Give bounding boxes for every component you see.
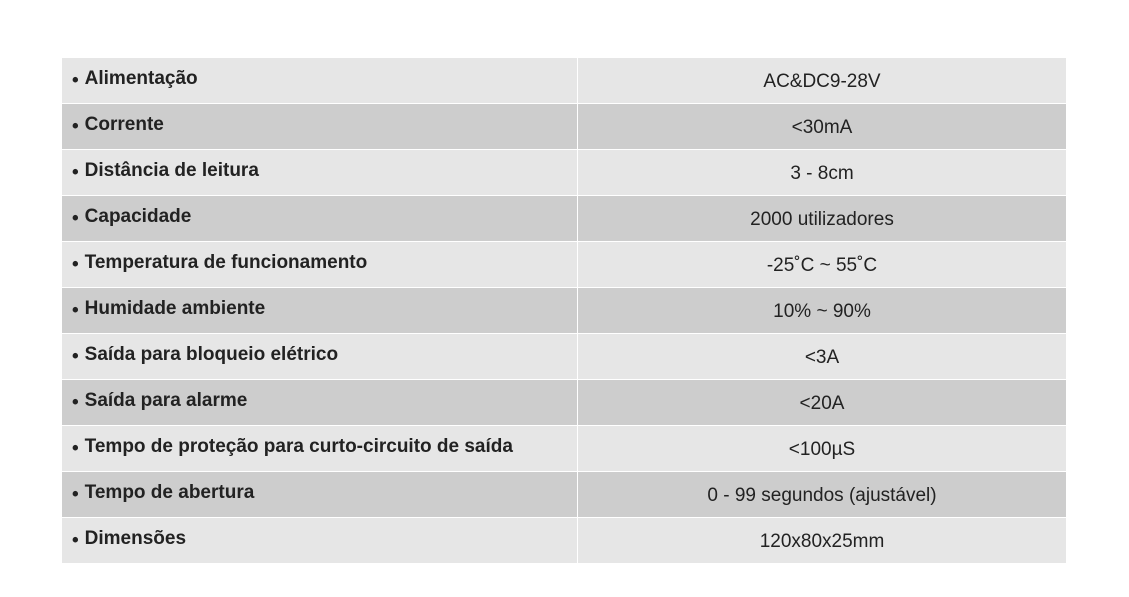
spec-label-cell: • Distância de leitura: [61, 149, 578, 196]
spec-label: Dimensões: [84, 528, 187, 549]
spec-label: Saída para alarme: [84, 390, 248, 411]
spec-row-alarm-output: • Saída para alarme <20A: [61, 379, 1067, 426]
spec-value: 0 - 99 segundos (ajustável): [577, 471, 1067, 518]
spec-value: 10% ~ 90%: [577, 287, 1067, 334]
specifications-table: • Alimentação AC&DC9-28V • Corrente <30mA …: [61, 57, 1067, 564]
spec-row-power: • Alimentação AC&DC9-28V: [61, 57, 1067, 104]
spec-value: 3 - 8cm: [577, 149, 1067, 196]
bullet-icon: •: [72, 346, 79, 367]
specifications-table-body: • Alimentação AC&DC9-28V • Corrente <30mA …: [61, 57, 1067, 564]
spec-row-opening-time: • Tempo de abertura 0 - 99 segundos (ajus…: [61, 471, 1067, 518]
spec-row-reading-distance: • Distância de leitura 3 - 8cm: [61, 149, 1067, 196]
bullet-icon: •: [72, 254, 79, 275]
spec-row-short-circuit-protection: • Tempo de proteção para curto-circuito d…: [61, 425, 1067, 472]
spec-label: Corrente: [84, 114, 164, 135]
spec-label: Temperatura de funcionamento: [84, 252, 368, 273]
spec-row-current: • Corrente <30mA: [61, 103, 1067, 150]
spec-label-cell: • Alimentação: [61, 57, 578, 104]
spec-label: Tempo de abertura: [84, 482, 255, 503]
bullet-icon: •: [72, 116, 79, 137]
spec-value: AC&DC9-28V: [577, 57, 1067, 104]
bullet-icon: •: [72, 392, 79, 413]
spec-label-cell: • Saída para alarme: [61, 379, 578, 426]
spec-label-cell: • Temperatura de funcionamento: [61, 241, 578, 288]
spec-label: Tempo de proteção para curto-circuito de…: [84, 436, 513, 457]
spec-label-cell: • Saída para bloqueio elétrico: [61, 333, 578, 380]
spec-label: Distância de leitura: [84, 160, 259, 181]
spec-row-capacity: • Capacidade 2000 utilizadores: [61, 195, 1067, 242]
spec-label: Alimentação: [84, 68, 198, 89]
spec-row-operating-temperature: • Temperatura de funcionamento -25˚C ~ 55…: [61, 241, 1067, 288]
spec-value: 120x80x25mm: [577, 517, 1067, 564]
bullet-icon: •: [72, 162, 79, 183]
spec-label-cell: • Corrente: [61, 103, 578, 150]
bullet-icon: •: [72, 208, 79, 229]
spec-value: <100µS: [577, 425, 1067, 472]
bullet-icon: •: [72, 438, 79, 459]
spec-label-cell: • Tempo de proteção para curto-circuito d…: [61, 425, 578, 472]
bullet-icon: •: [72, 530, 79, 551]
bullet-icon: •: [72, 70, 79, 91]
spec-row-lock-output: • Saída para bloqueio elétrico <3A: [61, 333, 1067, 380]
spec-label-cell: • Dimensões: [61, 517, 578, 564]
spec-value: 2000 utilizadores: [577, 195, 1067, 242]
spec-row-ambient-humidity: • Humidade ambiente 10% ~ 90%: [61, 287, 1067, 334]
spec-row-dimensions: • Dimensões 120x80x25mm: [61, 517, 1067, 564]
bullet-icon: •: [72, 484, 79, 505]
spec-value: <30mA: [577, 103, 1067, 150]
spec-label-cell: • Capacidade: [61, 195, 578, 242]
spec-label: Saída para bloqueio elétrico: [84, 344, 339, 365]
spec-value: <20A: [577, 379, 1067, 426]
spec-value: <3A: [577, 333, 1067, 380]
spec-value: -25˚C ~ 55˚C: [577, 241, 1067, 288]
bullet-icon: •: [72, 300, 79, 321]
spec-label: Humidade ambiente: [84, 298, 266, 319]
spec-label-cell: • Humidade ambiente: [61, 287, 578, 334]
spec-label-cell: • Tempo de abertura: [61, 471, 578, 518]
spec-label: Capacidade: [84, 206, 192, 227]
